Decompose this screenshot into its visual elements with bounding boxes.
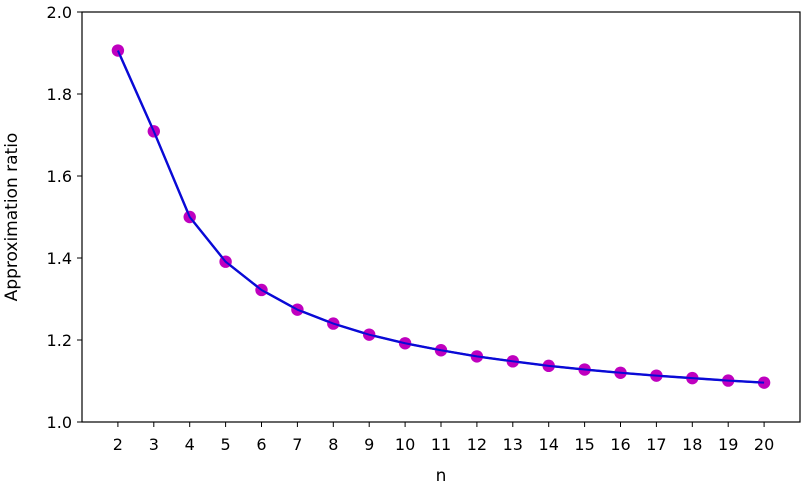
- x-tick-label: 5: [221, 435, 231, 454]
- x-tick-label: 17: [646, 435, 666, 454]
- x-tick-label: 4: [185, 435, 195, 454]
- y-tick-label: 1.6: [47, 167, 72, 186]
- y-tick-label: 2.0: [47, 3, 72, 22]
- plot-frame: [81, 11, 801, 423]
- y-tick-label: 1.2: [47, 331, 72, 350]
- x-tick-label: 2: [113, 435, 123, 454]
- ticks-layer: 2 3 4 5 6 7 8 9 10 11 12 13 14 15 16 17 18 19 20 1.0 1.2 1.4 1…: [47, 3, 775, 454]
- x-tick-label: 19: [718, 435, 738, 454]
- x-tick-label: 9: [364, 435, 374, 454]
- y-tick-label: 1.8: [47, 85, 72, 104]
- series-layer: [111, 44, 771, 389]
- x-tick-label: 16: [610, 435, 630, 454]
- y-axis-label: Approximation ratio: [2, 133, 22, 302]
- x-tick-label: 14: [539, 435, 559, 454]
- x-tick-label: 11: [431, 435, 451, 454]
- x-axis-label: n: [436, 466, 447, 484]
- y-tick-label: 1.4: [47, 249, 72, 268]
- x-tick-label: 7: [292, 435, 302, 454]
- x-tick-label: 13: [503, 435, 523, 454]
- x-tick-label: 20: [754, 435, 774, 454]
- x-tick-label: 12: [467, 435, 487, 454]
- series-line-overlay: [116, 50, 765, 384]
- x-tick-label: 6: [256, 435, 266, 454]
- y-tick-label: 1.0: [47, 413, 72, 432]
- x-tick-label: 3: [149, 435, 159, 454]
- x-tick-label: 18: [682, 435, 702, 454]
- series-line: [116, 50, 765, 384]
- x-tick-label: 10: [395, 435, 415, 454]
- x-tick-label: 15: [574, 435, 594, 454]
- x-tick-label: 8: [328, 435, 338, 454]
